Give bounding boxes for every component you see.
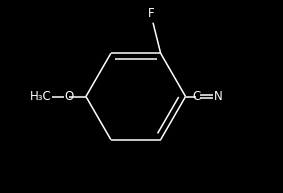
Text: H₃C: H₃C bbox=[30, 90, 52, 103]
Text: N: N bbox=[214, 90, 222, 103]
Text: C: C bbox=[192, 90, 200, 103]
Text: O: O bbox=[64, 90, 73, 103]
Text: F: F bbox=[148, 7, 155, 20]
